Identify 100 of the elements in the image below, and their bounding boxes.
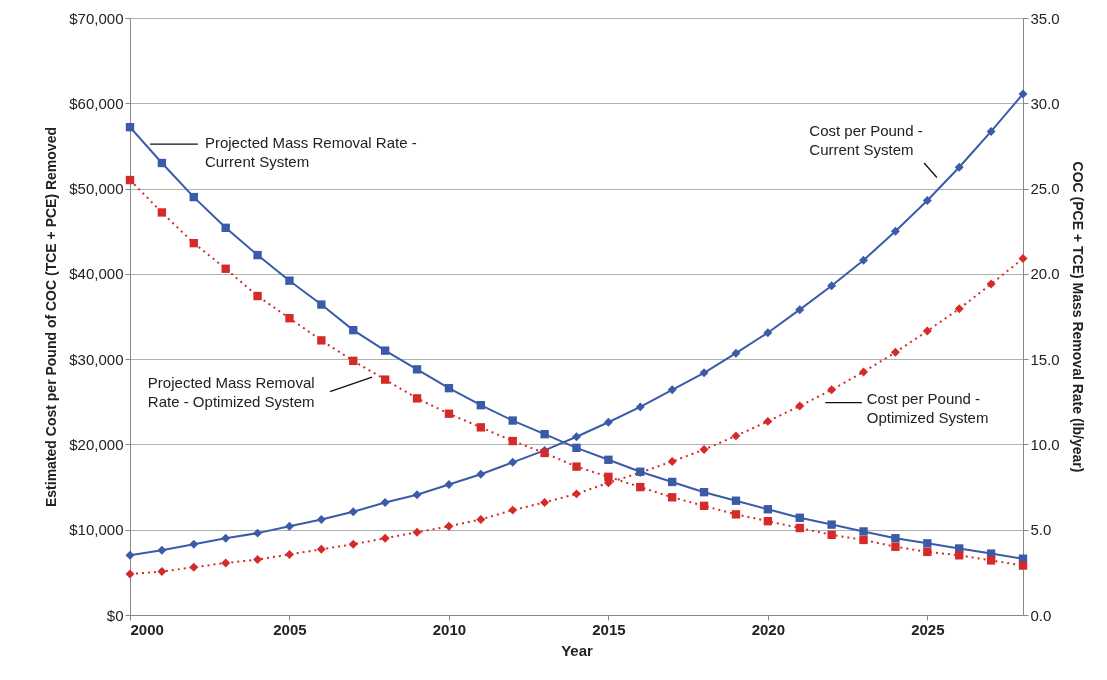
point — [125, 175, 135, 185]
point — [285, 314, 294, 323]
point — [444, 409, 454, 418]
point — [157, 158, 167, 168]
y2-tick-label: 20.0 — [1030, 265, 1060, 283]
point — [540, 497, 550, 507]
point — [348, 539, 358, 549]
y2-tick-label: 10.0 — [1030, 435, 1060, 453]
point — [508, 436, 517, 446]
point — [253, 291, 262, 301]
y2-tick-label: 30.0 — [1030, 94, 1060, 112]
point — [731, 431, 741, 441]
point — [795, 523, 804, 533]
x-axis-title: Year — [561, 641, 594, 659]
point — [476, 469, 486, 479]
point — [827, 530, 836, 540]
point — [890, 226, 900, 236]
point — [827, 281, 837, 291]
point — [349, 325, 358, 335]
point — [412, 394, 422, 403]
point — [763, 517, 773, 526]
point — [125, 569, 135, 579]
point — [380, 375, 390, 384]
point — [890, 347, 900, 357]
point — [476, 401, 486, 410]
point — [667, 457, 677, 466]
point — [317, 300, 326, 309]
y-tick-label: $70,000 — [69, 9, 124, 27]
point — [731, 496, 741, 505]
point — [1018, 89, 1028, 99]
y2-tick-label: 15.0 — [1030, 350, 1060, 368]
series-label: Cost per Pound - Optimized System — [866, 389, 989, 426]
point — [922, 326, 932, 336]
point — [189, 539, 199, 549]
point — [444, 521, 454, 531]
text: Cost per Pound - Current System — [809, 121, 923, 158]
y-tick-label: $0 — [106, 606, 124, 624]
point — [157, 545, 167, 555]
x-tick-label: 2025 — [911, 620, 945, 638]
point — [859, 527, 868, 536]
point — [763, 505, 773, 514]
x-tick-label: 2005 — [273, 620, 307, 638]
point — [317, 336, 326, 345]
point — [763, 328, 773, 338]
point — [795, 401, 805, 411]
point — [986, 126, 996, 136]
point — [508, 505, 518, 515]
point — [444, 480, 454, 489]
point — [380, 346, 390, 355]
point — [986, 556, 996, 565]
point — [348, 507, 358, 517]
point — [189, 192, 198, 202]
point — [572, 489, 581, 499]
y2-tick-label: 0.0 — [1030, 606, 1052, 624]
point — [636, 482, 645, 492]
point — [603, 417, 613, 427]
point — [380, 497, 390, 507]
y-axis-title: Estimated Cost per Pound of COC (TCE + PCE) Removed — [43, 127, 60, 507]
point — [380, 533, 390, 543]
point — [221, 558, 231, 568]
point — [316, 515, 326, 524]
point — [954, 162, 964, 172]
point — [891, 534, 900, 543]
point — [922, 196, 932, 205]
point — [253, 250, 262, 260]
point — [699, 368, 709, 378]
point — [444, 383, 454, 393]
point — [253, 555, 263, 565]
y2-tick-label: 25.0 — [1030, 180, 1060, 198]
point — [859, 535, 868, 545]
point — [699, 488, 709, 497]
point — [827, 520, 836, 529]
x-tick-label: 2000 — [130, 620, 164, 638]
point — [891, 542, 900, 551]
point — [349, 356, 358, 366]
point — [412, 490, 422, 500]
y2-tick-label: 5.0 — [1030, 521, 1052, 539]
point — [795, 513, 804, 522]
point — [157, 208, 167, 217]
point — [763, 416, 773, 426]
point — [635, 402, 645, 412]
y-tick-label: $60,000 — [69, 94, 124, 112]
point — [125, 550, 135, 560]
point — [508, 457, 518, 467]
y-tick-label: $40,000 — [69, 265, 124, 283]
point — [859, 367, 869, 377]
point — [572, 443, 581, 453]
series-label: Projected Mass Removal Rate - Optimized System — [147, 374, 315, 411]
x-tick-label: 2010 — [432, 620, 467, 638]
point — [284, 549, 294, 559]
point — [795, 305, 805, 315]
point — [699, 501, 709, 511]
point — [572, 462, 581, 471]
point — [923, 539, 932, 548]
point — [986, 279, 996, 289]
point — [253, 528, 263, 538]
y2-tick-label: 35.0 — [1030, 9, 1060, 27]
point — [731, 510, 741, 519]
point — [285, 276, 294, 285]
point — [1018, 561, 1028, 570]
